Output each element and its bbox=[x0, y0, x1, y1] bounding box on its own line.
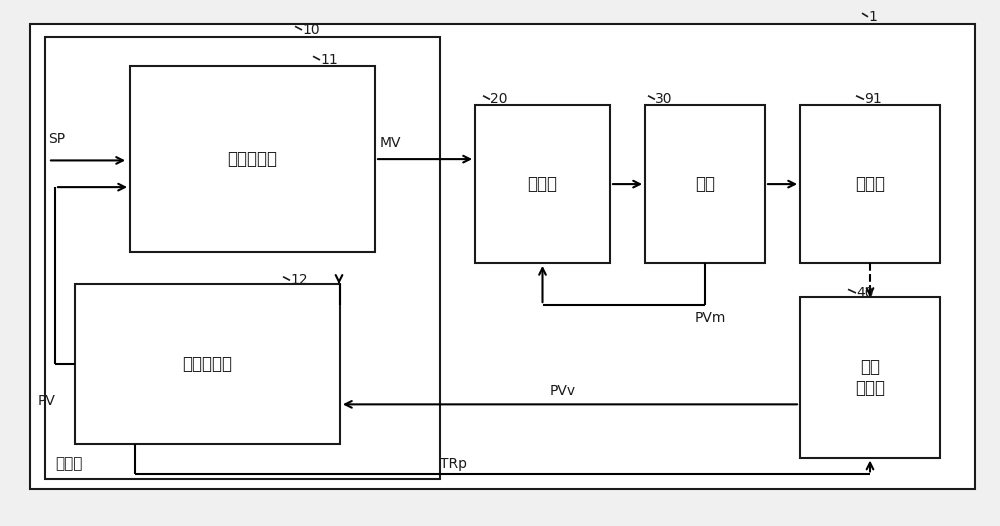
Bar bbox=[475, 105, 610, 263]
Text: 11: 11 bbox=[320, 53, 338, 67]
Bar bbox=[45, 37, 440, 479]
Text: 驱动器: 驱动器 bbox=[528, 175, 558, 193]
Text: 工作台: 工作台 bbox=[855, 175, 885, 193]
Text: 1: 1 bbox=[868, 10, 877, 24]
Bar bbox=[645, 105, 765, 263]
Text: 位置决定部: 位置决定部 bbox=[183, 355, 233, 373]
Text: 电机: 电机 bbox=[695, 175, 715, 193]
Bar bbox=[800, 297, 940, 458]
Text: SP: SP bbox=[48, 133, 65, 146]
Text: 91: 91 bbox=[864, 93, 882, 106]
Bar bbox=[75, 284, 340, 444]
Text: 图像
传感器: 图像 传感器 bbox=[855, 358, 885, 397]
Text: 控制器: 控制器 bbox=[55, 457, 82, 471]
Text: MV: MV bbox=[380, 136, 402, 150]
Bar bbox=[800, 105, 940, 263]
Bar bbox=[30, 24, 975, 489]
Text: TRp: TRp bbox=[440, 457, 467, 471]
Text: 12: 12 bbox=[290, 274, 308, 287]
Text: 10: 10 bbox=[302, 23, 320, 37]
Text: PVv: PVv bbox=[550, 384, 576, 398]
Text: PVm: PVm bbox=[695, 311, 726, 325]
Text: 40: 40 bbox=[856, 286, 874, 300]
Text: 30: 30 bbox=[655, 93, 672, 106]
Bar bbox=[130, 66, 375, 252]
Text: PV: PV bbox=[38, 394, 56, 408]
Text: 20: 20 bbox=[490, 93, 508, 106]
Text: 反馈控制部: 反馈控制部 bbox=[228, 150, 278, 168]
